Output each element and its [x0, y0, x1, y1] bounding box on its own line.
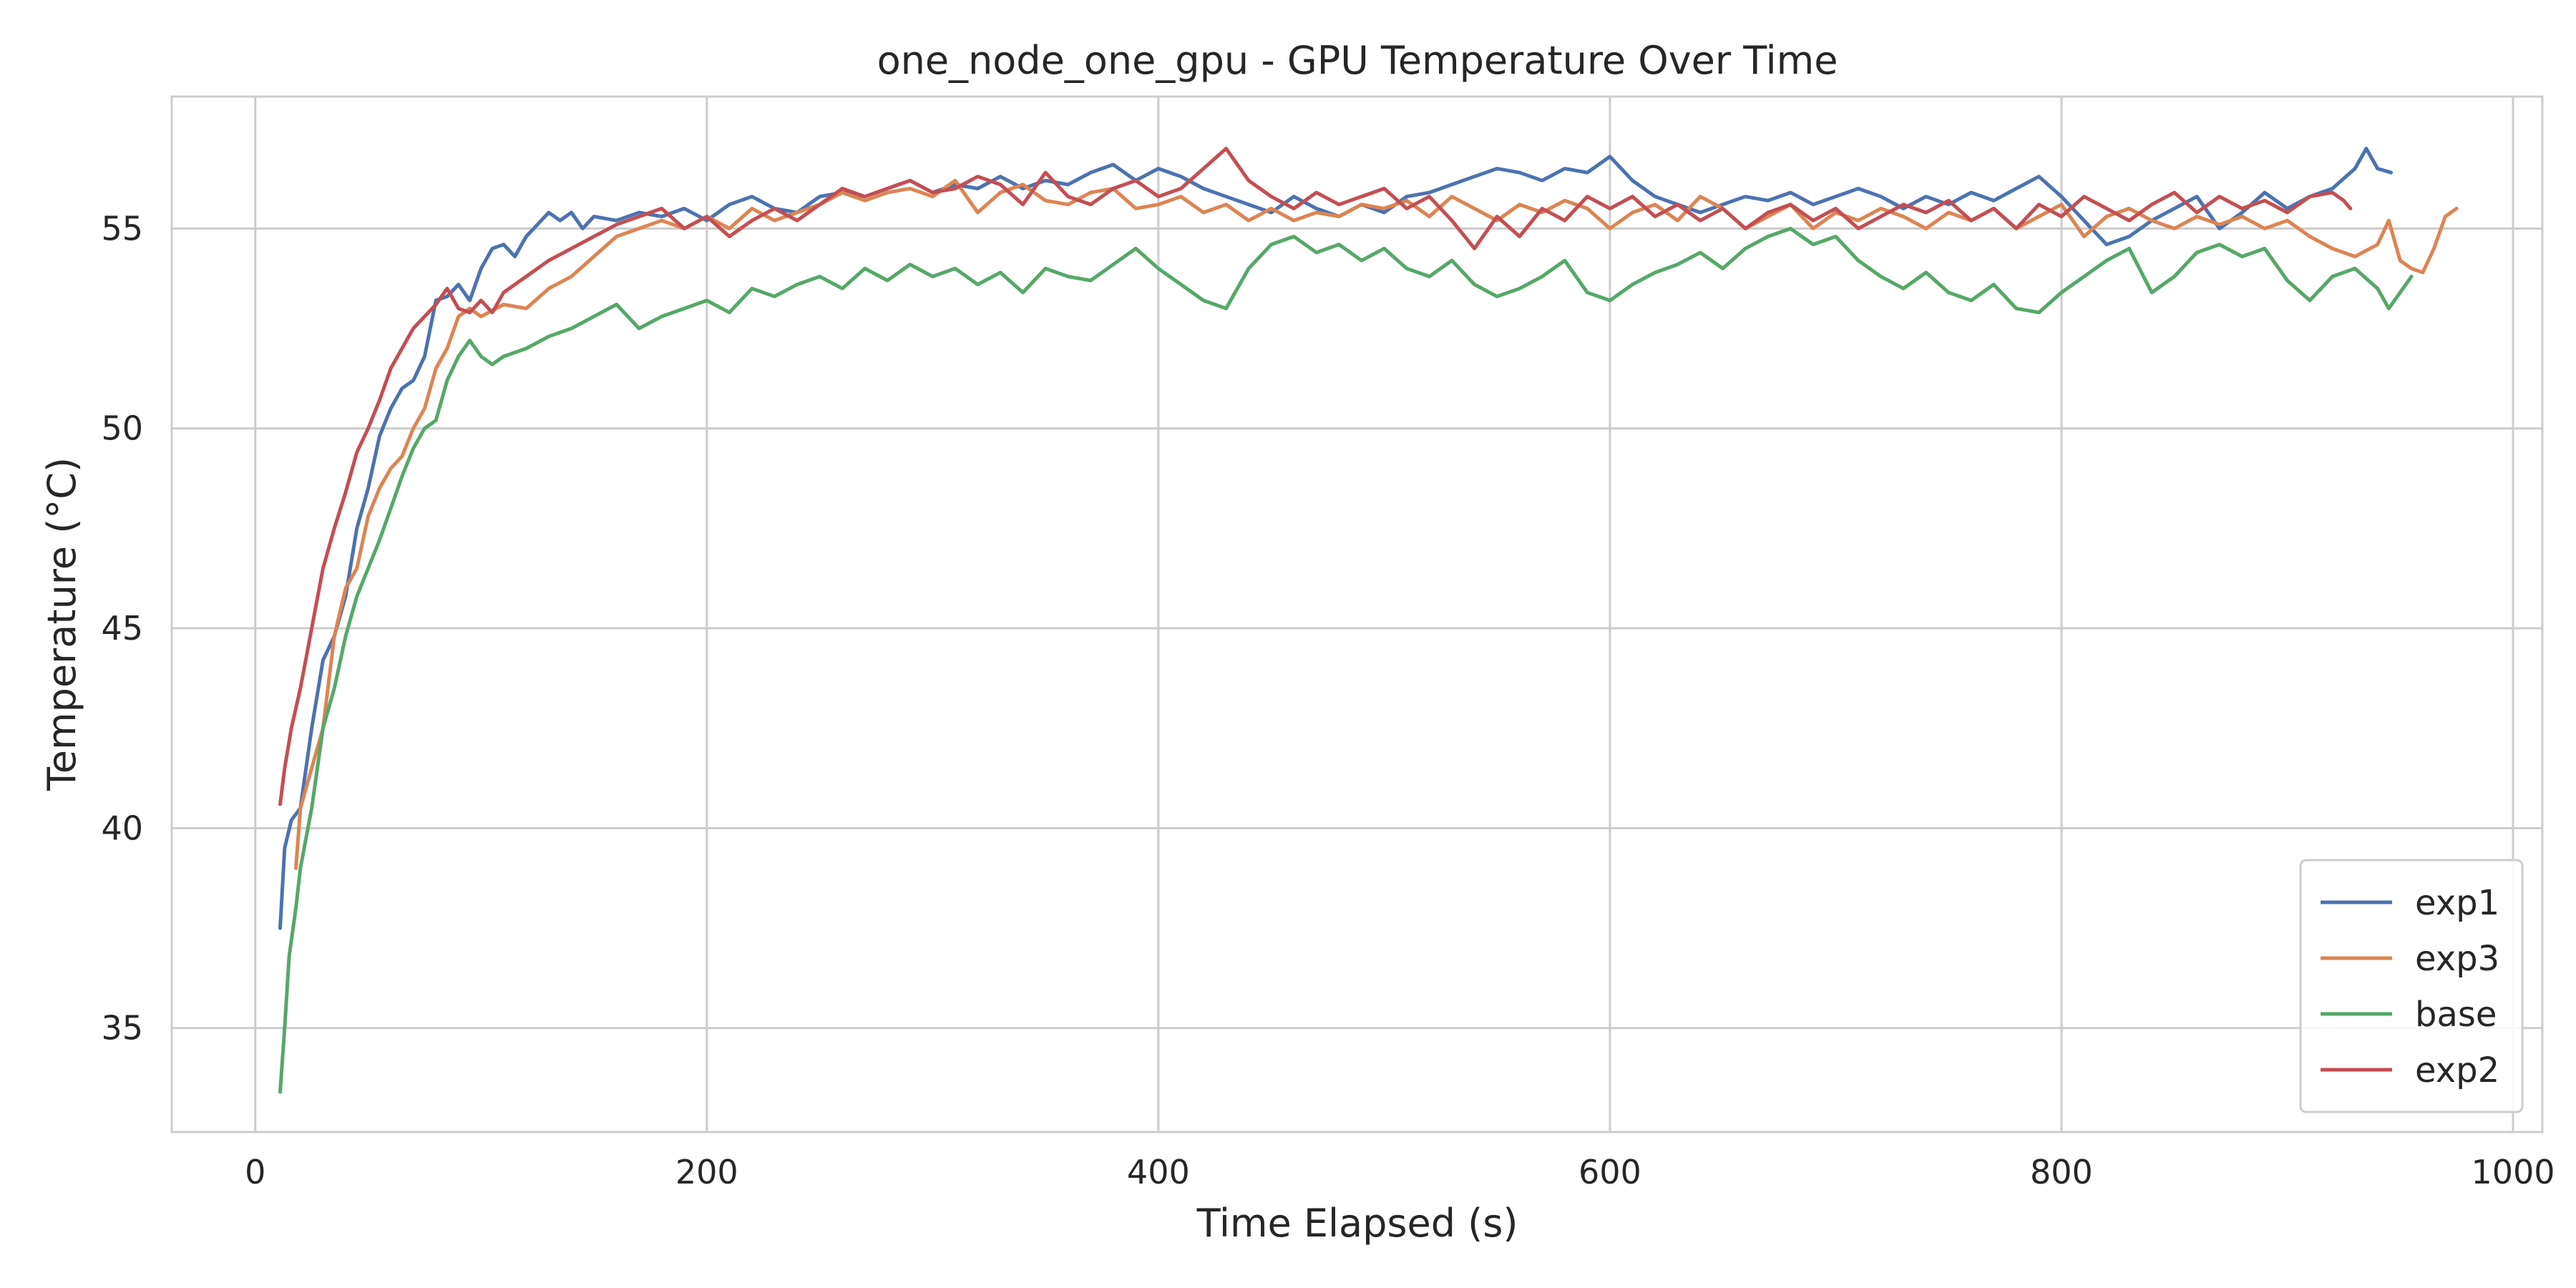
y-tick-label: 40 — [101, 809, 143, 847]
y-tick-labels: 35 40 45 50 55 — [101, 209, 143, 1047]
legend-label-base: base — [2415, 995, 2497, 1035]
series-line-base — [278, 226, 2414, 1094]
x-tick-label: 600 — [1579, 1153, 1641, 1191]
y-tick-label: 50 — [101, 409, 143, 448]
x-tick-label: 1000 — [2471, 1153, 2555, 1191]
plot-frame — [170, 95, 2544, 1133]
x-axis-title: Time Elapsed (s) — [1196, 1201, 1518, 1246]
legend-label-exp3: exp3 — [2415, 939, 2499, 979]
y-tick-label: 45 — [101, 609, 143, 648]
x-tick-label: 400 — [1127, 1153, 1190, 1191]
legend-label-exp2: exp2 — [2415, 1050, 2499, 1091]
series-lines — [278, 147, 2459, 1094]
x-tick-labels: 0 200 400 600 800 1000 — [245, 1153, 2555, 1191]
series-line-exp1 — [278, 147, 2394, 930]
x-tick-label: 800 — [2030, 1153, 2093, 1191]
y-tick-label: 55 — [101, 209, 143, 248]
series-line-exp3 — [294, 178, 2459, 870]
series-line-exp2 — [278, 147, 2353, 806]
x-tick-label: 200 — [675, 1153, 738, 1191]
chart-title: one_node_one_gpu - GPU Temperature Over … — [877, 38, 1838, 83]
y-axis-title: Temperature (°C) — [39, 457, 84, 791]
x-tick-label: 0 — [245, 1153, 265, 1191]
legend-label-exp1: exp1 — [2415, 883, 2499, 923]
y-tick-label: 35 — [101, 1009, 143, 1048]
legend: exp1 exp3 base exp2 — [2299, 859, 2524, 1113]
legend-box — [2299, 859, 2524, 1113]
